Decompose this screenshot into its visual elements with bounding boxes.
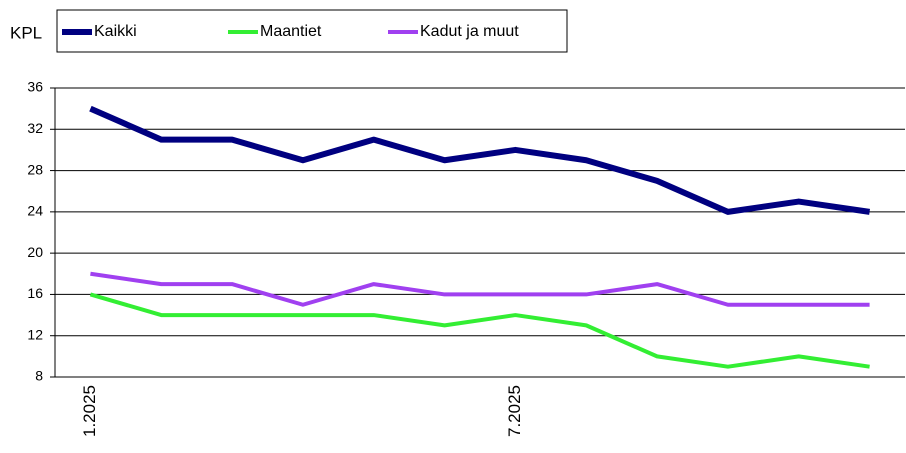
series-line [89, 105, 871, 215]
y-tick-label: 8 [35, 368, 43, 384]
y-tick-label: 32 [27, 120, 43, 136]
series-line [90, 271, 870, 307]
y-tick-label: 16 [27, 285, 43, 301]
y-tick-label: 12 [27, 326, 43, 342]
series-line [89, 292, 870, 369]
legend-label: Kaikki [94, 23, 137, 40]
legend-label: Maantiet [260, 23, 322, 40]
y-tick-label: 36 [27, 79, 43, 95]
legend-label: Kadut ja muut [420, 23, 519, 40]
y-tick-label: 28 [27, 161, 43, 177]
x-tick-label: 1.2025 [80, 385, 99, 437]
y-axis-label: KPL [10, 23, 42, 42]
y-tick-label: 24 [27, 203, 43, 219]
y-tick-label: 20 [27, 244, 43, 260]
x-tick-label: 7.2025 [505, 385, 524, 437]
legend-box [56, 9, 568, 53]
